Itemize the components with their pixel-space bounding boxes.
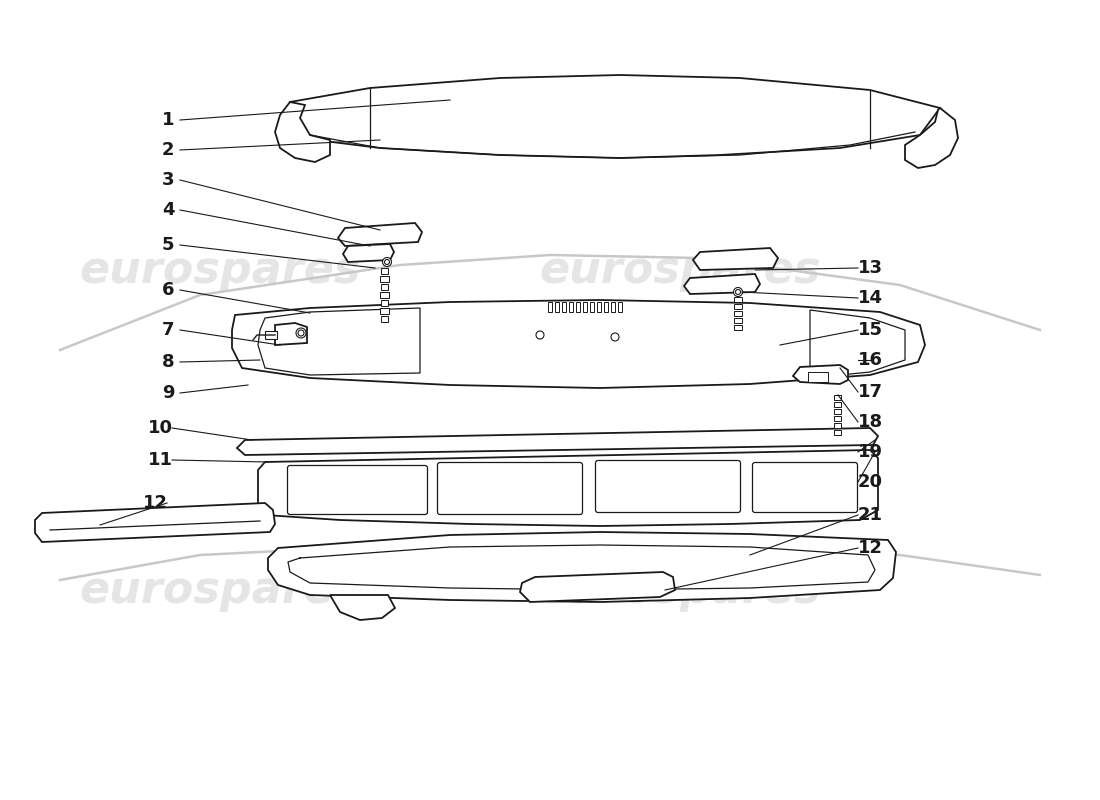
Polygon shape: [693, 248, 778, 270]
Bar: [576, 302, 580, 312]
Polygon shape: [268, 532, 896, 602]
Text: 3: 3: [162, 171, 174, 189]
Text: 16: 16: [858, 351, 882, 369]
Text: 15: 15: [858, 321, 882, 339]
FancyBboxPatch shape: [287, 466, 428, 514]
Bar: [834, 423, 842, 428]
Circle shape: [610, 333, 619, 341]
Circle shape: [383, 258, 392, 266]
FancyBboxPatch shape: [752, 462, 858, 513]
Text: 2: 2: [162, 141, 174, 159]
Bar: [604, 302, 608, 312]
Bar: [379, 308, 388, 314]
Text: 8: 8: [162, 353, 174, 371]
Bar: [381, 316, 387, 322]
Bar: [734, 325, 742, 330]
Text: 18: 18: [857, 413, 882, 431]
Bar: [834, 416, 842, 421]
Bar: [569, 302, 573, 312]
Text: 11: 11: [147, 451, 173, 469]
Text: 20: 20: [858, 473, 882, 491]
Bar: [734, 304, 742, 309]
Polygon shape: [232, 300, 925, 388]
Polygon shape: [330, 595, 395, 620]
Text: 13: 13: [858, 259, 882, 277]
Text: 6: 6: [162, 281, 174, 299]
Bar: [583, 302, 587, 312]
Bar: [590, 302, 594, 312]
Bar: [562, 302, 566, 312]
Bar: [556, 302, 559, 312]
Bar: [381, 300, 387, 306]
FancyBboxPatch shape: [595, 461, 740, 513]
Bar: [610, 302, 615, 312]
Text: 9: 9: [162, 384, 174, 402]
Bar: [379, 292, 388, 298]
FancyBboxPatch shape: [438, 462, 583, 514]
Circle shape: [296, 328, 306, 338]
Text: 5: 5: [162, 236, 174, 254]
Text: eurospares: eurospares: [79, 249, 361, 291]
Bar: [597, 302, 601, 312]
Text: 19: 19: [858, 443, 882, 461]
Bar: [734, 318, 742, 323]
Circle shape: [298, 330, 304, 336]
Circle shape: [536, 331, 544, 339]
Polygon shape: [343, 244, 394, 262]
Bar: [734, 297, 742, 302]
Polygon shape: [520, 572, 675, 602]
Bar: [265, 331, 277, 339]
Circle shape: [385, 259, 389, 265]
Bar: [618, 302, 621, 312]
Polygon shape: [290, 75, 940, 158]
Polygon shape: [236, 428, 878, 455]
Bar: [834, 430, 842, 435]
Text: eurospares: eurospares: [539, 249, 821, 291]
Text: 14: 14: [858, 289, 882, 307]
Circle shape: [734, 287, 742, 297]
Polygon shape: [793, 365, 848, 384]
Bar: [834, 409, 842, 414]
Text: 12: 12: [143, 494, 167, 512]
Bar: [808, 372, 828, 382]
Polygon shape: [275, 102, 330, 162]
Polygon shape: [35, 503, 275, 542]
Text: 17: 17: [858, 383, 882, 401]
Polygon shape: [684, 274, 760, 294]
Text: 10: 10: [147, 419, 173, 437]
Bar: [548, 302, 552, 312]
Text: 12: 12: [858, 539, 882, 557]
Bar: [834, 402, 842, 407]
Polygon shape: [275, 323, 307, 345]
Bar: [381, 284, 387, 290]
Text: eurospares: eurospares: [79, 569, 361, 611]
Polygon shape: [905, 108, 958, 168]
Text: 21: 21: [858, 506, 882, 524]
Text: 1: 1: [162, 111, 174, 129]
Polygon shape: [258, 450, 878, 526]
Bar: [381, 268, 387, 274]
Bar: [379, 276, 388, 282]
Text: 7: 7: [162, 321, 174, 339]
Bar: [834, 395, 842, 400]
Circle shape: [736, 290, 740, 294]
Bar: [734, 311, 742, 316]
Text: 4: 4: [162, 201, 174, 219]
Text: eurospares: eurospares: [539, 569, 821, 611]
Polygon shape: [338, 223, 422, 246]
